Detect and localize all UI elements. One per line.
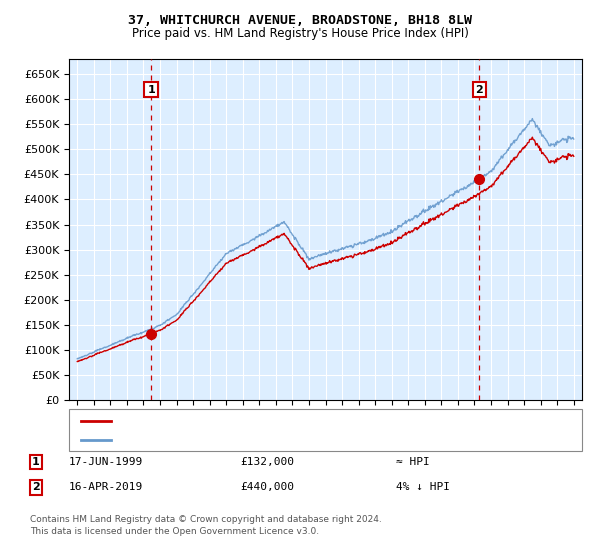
- Text: 2: 2: [475, 85, 483, 95]
- Text: 37, WHITCHURCH AVENUE, BROADSTONE, BH18 8LW: 37, WHITCHURCH AVENUE, BROADSTONE, BH18 …: [128, 14, 472, 27]
- Text: 37, WHITCHURCH AVENUE, BROADSTONE, BH18 8LW (detached house): 37, WHITCHURCH AVENUE, BROADSTONE, BH18 …: [117, 416, 487, 426]
- Text: £440,000: £440,000: [240, 482, 294, 492]
- Text: 4% ↓ HPI: 4% ↓ HPI: [396, 482, 450, 492]
- Text: 1: 1: [32, 457, 40, 467]
- Text: 2: 2: [32, 482, 40, 492]
- Text: £132,000: £132,000: [240, 457, 294, 467]
- Text: ≈ HPI: ≈ HPI: [396, 457, 430, 467]
- Text: HPI: Average price, detached house, Bournemouth Christchurch and Poole: HPI: Average price, detached house, Bour…: [117, 435, 505, 445]
- Text: 17-JUN-1999: 17-JUN-1999: [69, 457, 143, 467]
- Text: This data is licensed under the Open Government Licence v3.0.: This data is licensed under the Open Gov…: [30, 528, 319, 536]
- Text: Price paid vs. HM Land Registry's House Price Index (HPI): Price paid vs. HM Land Registry's House …: [131, 27, 469, 40]
- Text: 1: 1: [147, 85, 155, 95]
- Text: 16-APR-2019: 16-APR-2019: [69, 482, 143, 492]
- Text: Contains HM Land Registry data © Crown copyright and database right 2024.: Contains HM Land Registry data © Crown c…: [30, 515, 382, 524]
